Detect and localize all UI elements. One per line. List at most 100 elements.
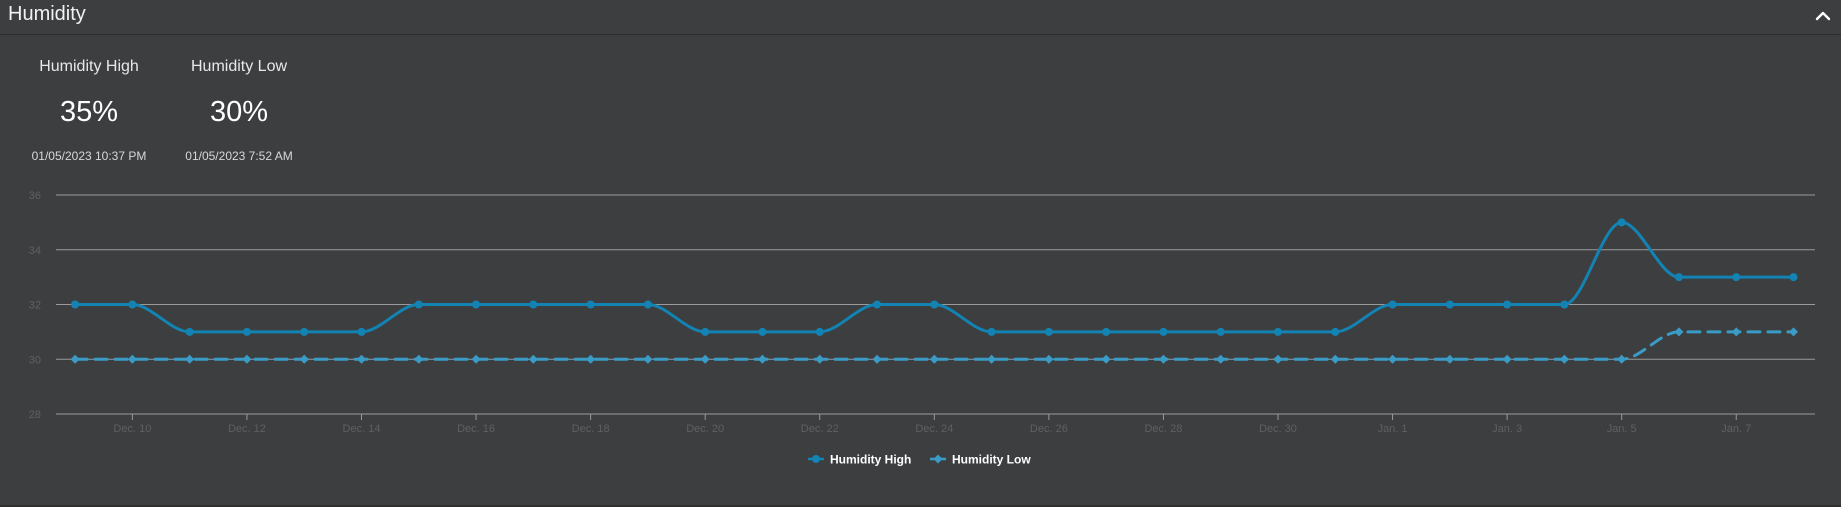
y-tick-label: 36 (29, 190, 41, 202)
data-point-humidity-low (872, 354, 882, 364)
data-point-humidity-high (472, 300, 481, 309)
panel-title: Humidity (8, 3, 86, 25)
data-point-humidity-high (1617, 218, 1626, 227)
stat-value: 30% (209, 96, 269, 128)
y-tick-label: 30 (29, 354, 41, 366)
data-point-humidity-high (758, 327, 767, 336)
stat-humidity-high: Humidity High 35% 01/05/2023 10:37 PM (13, 58, 165, 163)
x-tick-label: Dec. 26 (1030, 423, 1068, 435)
data-point-humidity-low (815, 354, 825, 364)
data-point-humidity-high (300, 327, 309, 336)
data-point-humidity-low (1101, 354, 1111, 364)
x-tick-label: Dec. 22 (801, 423, 839, 435)
x-tick-label: Dec. 18 (572, 423, 610, 435)
x-tick-label: Dec. 14 (343, 423, 381, 435)
data-point-humidity-high (1388, 300, 1397, 309)
data-point-humidity-high (529, 300, 538, 309)
data-point-humidity-high (873, 300, 882, 309)
data-point-humidity-low (70, 354, 80, 364)
data-point-humidity-high (1044, 327, 1053, 336)
legend-marker-circle (812, 455, 820, 463)
data-point-humidity-low (586, 354, 596, 364)
data-point-humidity-high (815, 327, 824, 336)
data-point-humidity-low (1502, 354, 1512, 364)
data-point-humidity-high (414, 300, 423, 309)
data-point-humidity-high (71, 300, 80, 309)
data-point-humidity-high (1273, 327, 1282, 336)
data-point-humidity-low (1445, 354, 1455, 364)
panel-header[interactable]: Humidity (0, 0, 1841, 35)
data-point-humidity-high (357, 327, 366, 336)
data-point-humidity-low (757, 354, 767, 364)
data-point-humidity-high (1159, 327, 1168, 336)
y-tick-label: 32 (29, 300, 41, 312)
series-line-humidity-high (73, 220, 1796, 334)
y-tick-label: 28 (29, 409, 41, 421)
data-point-humidity-low (242, 354, 252, 364)
stat-timestamp: 01/05/2023 7:52 AM (185, 149, 293, 163)
data-point-humidity-high (987, 327, 996, 336)
data-point-humidity-low (643, 354, 653, 364)
data-point-humidity-high (1503, 300, 1512, 309)
stat-label: Humidity High (39, 58, 139, 75)
stat-label: Humidity Low (190, 58, 288, 75)
data-point-humidity-low (1617, 354, 1627, 364)
legend-marker-diamond (933, 454, 943, 464)
panel-bottom-border (0, 505, 1841, 507)
stat-humidity-low: Humidity Low 30% 01/05/2023 7:52 AM (163, 58, 315, 163)
x-tick-label: Jan. 7 (1721, 423, 1751, 435)
data-point-humidity-high (1102, 327, 1111, 336)
data-point-humidity-high (1331, 327, 1340, 336)
data-point-humidity-low (929, 354, 939, 364)
data-point-humidity-low (185, 354, 195, 364)
data-point-humidity-low (1559, 354, 1569, 364)
data-point-humidity-high (128, 300, 137, 309)
legend-label: Humidity Low (952, 453, 1031, 467)
data-point-humidity-low (1388, 354, 1398, 364)
x-tick-label: Dec. 10 (113, 423, 151, 435)
data-point-humidity-low (299, 354, 309, 364)
data-point-humidity-low (1216, 354, 1226, 364)
data-point-humidity-high (1789, 273, 1798, 282)
data-point-humidity-low (1330, 354, 1340, 364)
x-tick-label: Dec. 12 (228, 423, 266, 435)
x-tick-label: Jan. 5 (1607, 423, 1637, 435)
x-tick-label: Dec. 24 (915, 423, 953, 435)
legend-item-humidity-high[interactable]: Humidity High (808, 453, 911, 467)
x-tick-label: Dec. 20 (686, 423, 724, 435)
stat-value: 35% (59, 96, 119, 128)
data-point-humidity-high (1445, 300, 1454, 309)
data-point-humidity-high (242, 327, 251, 336)
data-point-humidity-low (356, 354, 366, 364)
data-point-humidity-low (700, 354, 710, 364)
legend-item-humidity-low[interactable]: Humidity Low (930, 453, 1031, 467)
x-tick-label: Jan. 1 (1378, 423, 1408, 435)
data-point-humidity-low (471, 354, 481, 364)
data-point-humidity-low (1273, 354, 1283, 364)
data-point-humidity-high (930, 300, 939, 309)
data-point-humidity-low (1044, 354, 1054, 364)
stat-timestamp: 01/05/2023 10:37 PM (31, 149, 147, 163)
data-point-humidity-high (185, 327, 194, 336)
data-point-humidity-high (1560, 300, 1569, 309)
data-point-humidity-high (701, 327, 710, 336)
data-point-humidity-high (1216, 327, 1225, 336)
data-point-humidity-low (1731, 327, 1741, 337)
data-point-humidity-low (987, 354, 997, 364)
data-point-humidity-high (1674, 273, 1683, 282)
chevron-up-icon[interactable] (1813, 6, 1833, 26)
data-point-humidity-high (643, 300, 652, 309)
x-tick-label: Dec. 28 (1144, 423, 1182, 435)
data-point-humidity-high (586, 300, 595, 309)
data-point-humidity-low (1789, 327, 1799, 337)
data-point-humidity-low (1674, 327, 1684, 337)
data-point-humidity-high (1732, 273, 1741, 282)
x-tick-label: Dec. 16 (457, 423, 495, 435)
x-tick-label: Dec. 30 (1259, 423, 1297, 435)
data-point-humidity-low (414, 354, 424, 364)
legend-label: Humidity High (830, 453, 911, 467)
data-point-humidity-low (127, 354, 137, 364)
data-point-humidity-low (528, 354, 538, 364)
